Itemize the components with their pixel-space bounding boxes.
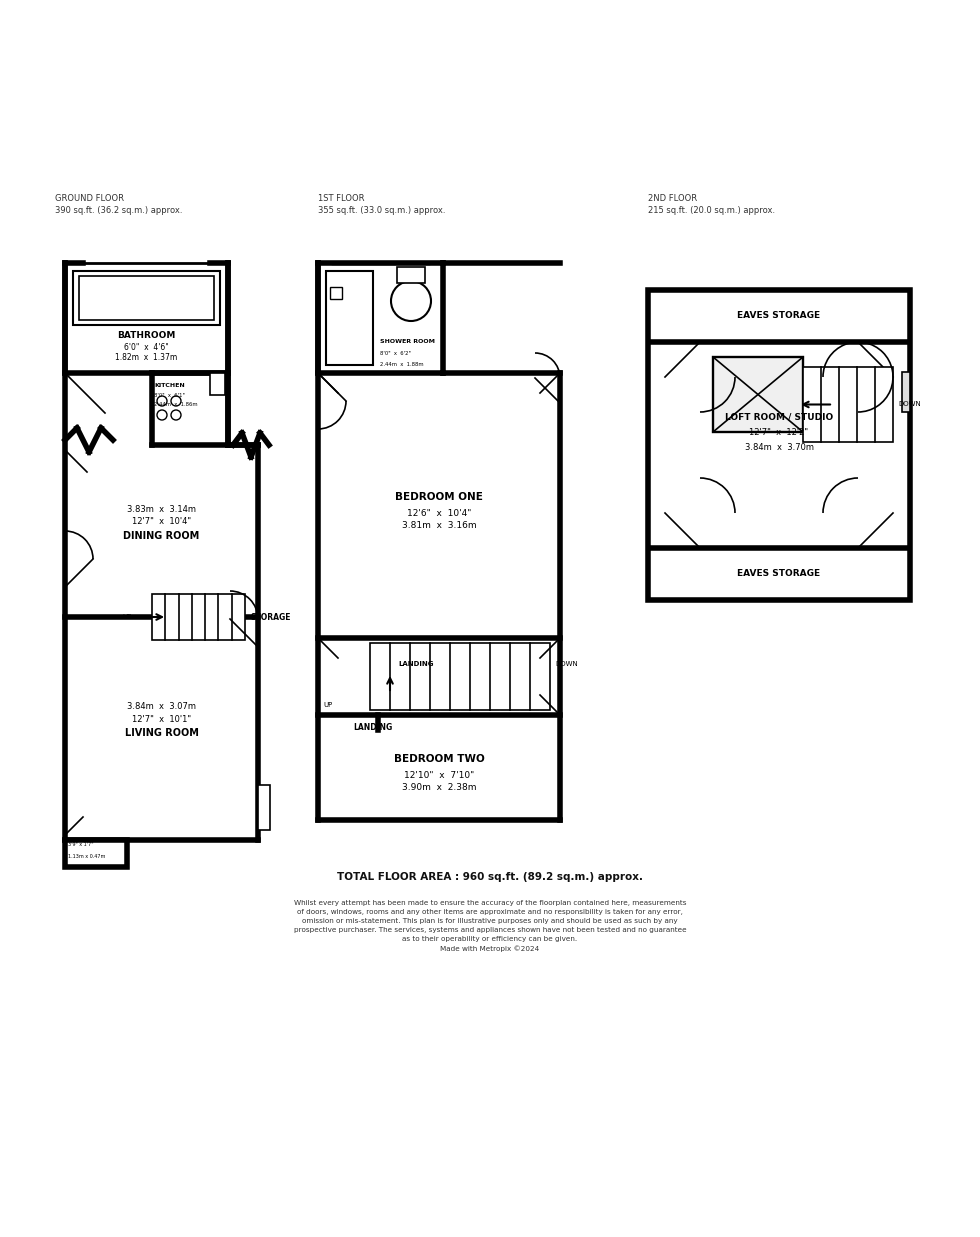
Text: EAVES STORAGE: EAVES STORAGE xyxy=(737,569,820,579)
Bar xyxy=(79,276,214,320)
Text: 1ST FLOOR
355 sq.ft. (33.0 sq.m.) approx.: 1ST FLOOR 355 sq.ft. (33.0 sq.m.) approx… xyxy=(318,194,446,215)
Bar xyxy=(258,785,270,830)
Bar xyxy=(803,367,893,442)
Bar xyxy=(210,374,225,395)
Text: LANDING: LANDING xyxy=(354,722,393,732)
Text: GROUND FLOOR
390 sq.ft. (36.2 sq.m.) approx.: GROUND FLOOR 390 sq.ft. (36.2 sq.m.) app… xyxy=(55,194,182,215)
Text: STORAGE: STORAGE xyxy=(250,612,290,621)
Text: Whilst every attempt has been made to ensure the accuracy of the floorplan conta: Whilst every attempt has been made to en… xyxy=(294,901,686,952)
Text: TOTAL FLOOR AREA : 960 sq.ft. (89.2 sq.m.) approx.: TOTAL FLOOR AREA : 960 sq.ft. (89.2 sq.m… xyxy=(337,872,643,882)
Text: SHOWER ROOM: SHOWER ROOM xyxy=(380,339,435,344)
Text: 6'0"  x  4'6": 6'0" x 4'6" xyxy=(124,343,169,351)
Text: EAVES STORAGE: EAVES STORAGE xyxy=(737,312,820,320)
Text: UP: UP xyxy=(323,703,332,708)
Text: DOWN: DOWN xyxy=(555,661,578,667)
Bar xyxy=(65,840,127,867)
Text: 2.44m  x  1.88m: 2.44m x 1.88m xyxy=(380,362,423,367)
Text: 8'0"  x  6'1": 8'0" x 6'1" xyxy=(154,393,185,398)
Text: 1.13m x 0.47m: 1.13m x 0.47m xyxy=(68,854,106,858)
Bar xyxy=(397,267,425,283)
Bar xyxy=(73,271,220,325)
Text: 12'7"  x  10'4": 12'7" x 10'4" xyxy=(132,517,191,527)
Text: 2ND FLOOR
215 sq.ft. (20.0 sq.m.) approx.: 2ND FLOOR 215 sq.ft. (20.0 sq.m.) approx… xyxy=(648,194,775,215)
Text: LANDING: LANDING xyxy=(398,661,433,667)
Text: 12'7"  x  10'1": 12'7" x 10'1" xyxy=(132,715,191,724)
Text: UP: UP xyxy=(122,614,132,620)
Text: 3.84m  x  3.07m: 3.84m x 3.07m xyxy=(127,703,196,711)
Text: BEDROOM ONE: BEDROOM ONE xyxy=(395,492,483,502)
Text: DINING ROOM: DINING ROOM xyxy=(123,531,200,541)
Text: 3.81m  x  3.16m: 3.81m x 3.16m xyxy=(402,522,476,531)
Text: 12'7"  x  12'2": 12'7" x 12'2" xyxy=(750,428,808,437)
Text: 3.83m  x  3.14m: 3.83m x 3.14m xyxy=(127,505,196,513)
Bar xyxy=(330,287,342,299)
Text: KITCHEN: KITCHEN xyxy=(154,383,185,388)
Text: 3'9" x 1'7": 3'9" x 1'7" xyxy=(68,842,93,847)
Text: 3.84m  x  3.70m: 3.84m x 3.70m xyxy=(745,443,813,452)
Text: BEDROOM TWO: BEDROOM TWO xyxy=(394,755,484,764)
Bar xyxy=(713,357,803,432)
Text: LOFT ROOM / STUDIO: LOFT ROOM / STUDIO xyxy=(725,413,833,422)
Bar xyxy=(152,594,245,640)
Bar xyxy=(902,372,910,412)
Bar xyxy=(326,271,373,365)
Text: 12'6"  x  10'4": 12'6" x 10'4" xyxy=(407,508,471,517)
Bar xyxy=(648,289,910,600)
Text: 2.44m  x  1.86m: 2.44m x 1.86m xyxy=(154,402,198,407)
Text: DOWN: DOWN xyxy=(898,402,921,407)
Text: LIVING ROOM: LIVING ROOM xyxy=(124,729,198,738)
Text: 1.82m  x  1.37m: 1.82m x 1.37m xyxy=(116,354,177,362)
Text: BATHROOM: BATHROOM xyxy=(118,330,175,339)
Text: 8'0"  x  6'2": 8'0" x 6'2" xyxy=(380,351,411,356)
Bar xyxy=(370,643,550,710)
Text: 12'10"  x  7'10": 12'10" x 7'10" xyxy=(404,771,474,779)
Text: 3.90m  x  2.38m: 3.90m x 2.38m xyxy=(402,783,476,793)
